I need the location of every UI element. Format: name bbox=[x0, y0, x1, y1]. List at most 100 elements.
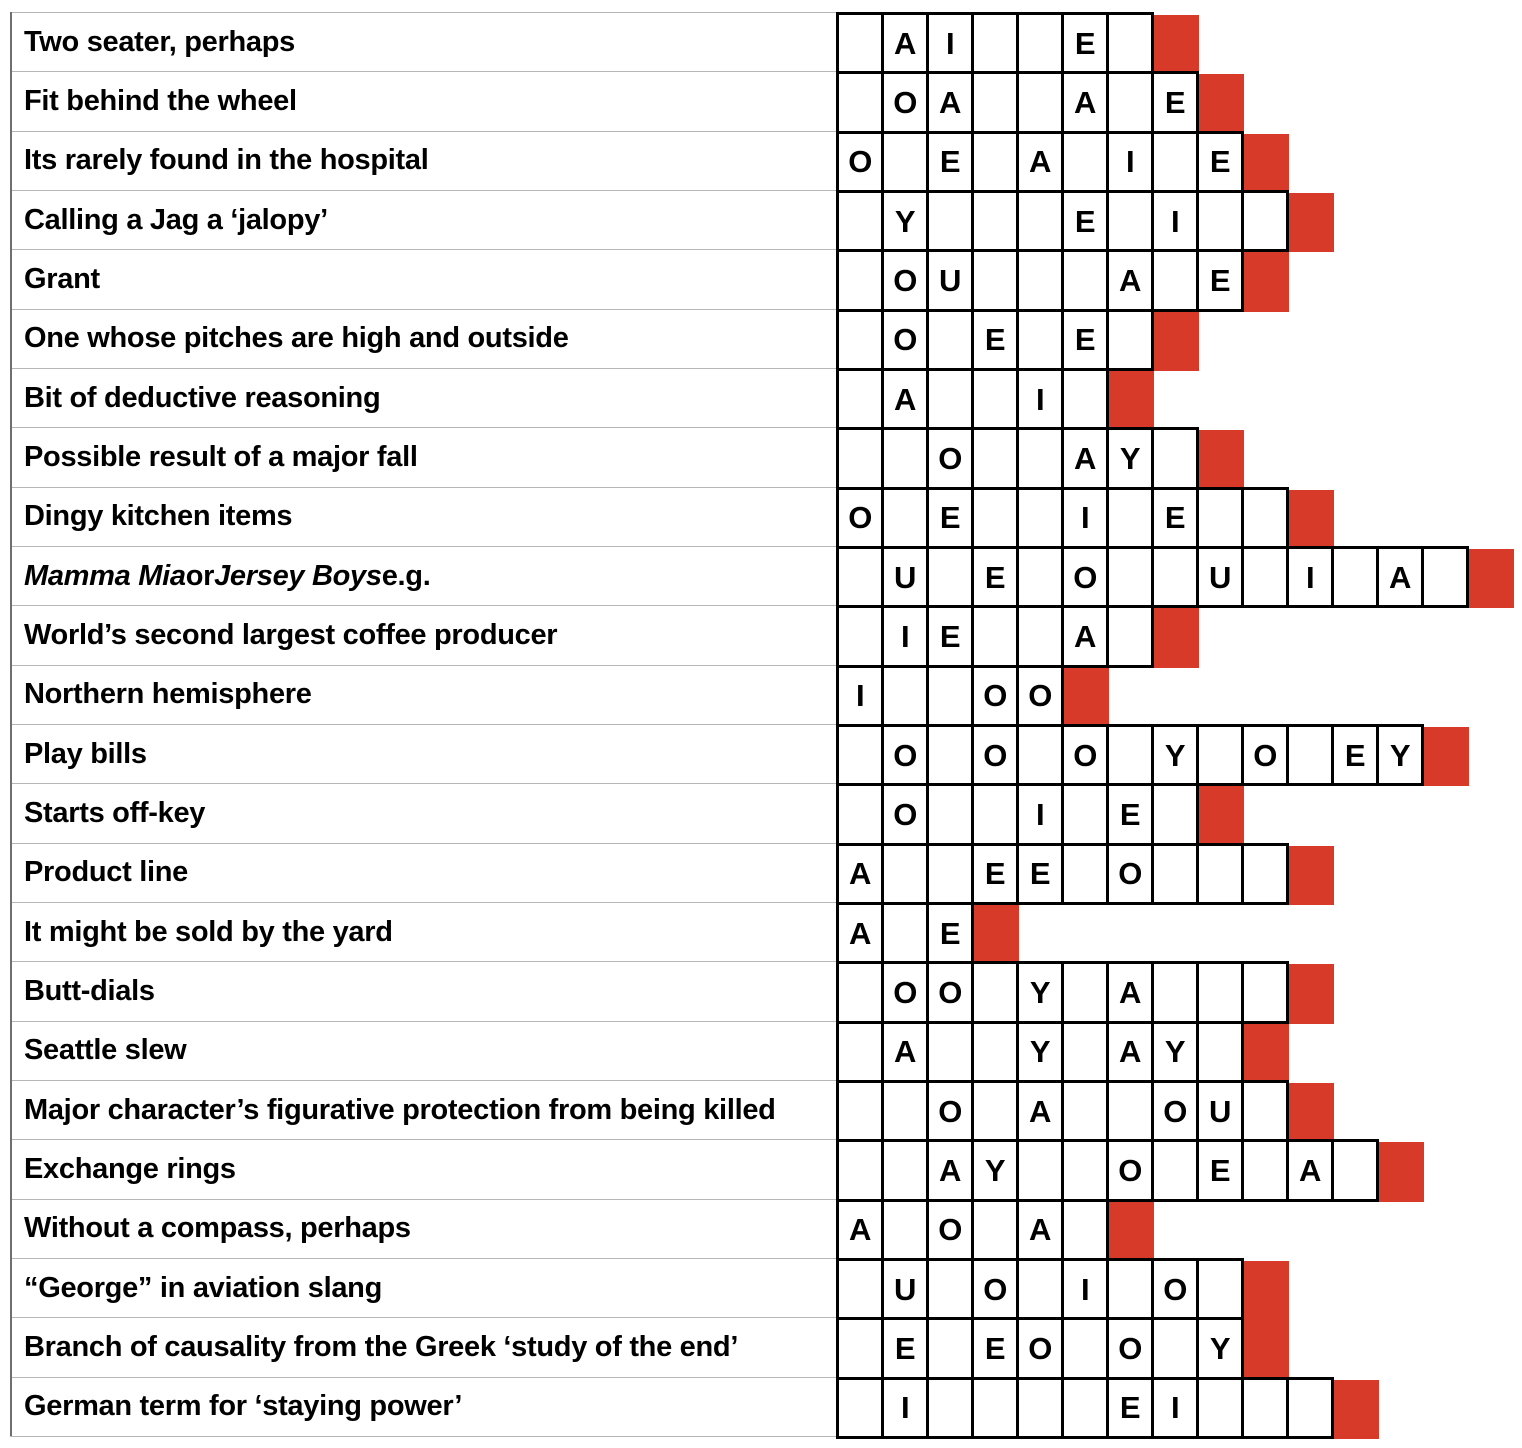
answer-cell[interactable]: I bbox=[1106, 130, 1154, 193]
answer-cell[interactable] bbox=[1016, 1376, 1064, 1439]
answer-cell[interactable] bbox=[1196, 1020, 1244, 1083]
answer-cell[interactable]: I bbox=[926, 12, 974, 75]
answer-cell[interactable] bbox=[926, 664, 974, 727]
answer-cell[interactable]: E bbox=[926, 130, 974, 193]
answer-cell[interactable] bbox=[1106, 486, 1154, 549]
answer-cell[interactable]: I bbox=[1061, 1257, 1109, 1321]
answer-cell[interactable] bbox=[836, 1079, 884, 1143]
answer-cell[interactable] bbox=[1061, 842, 1109, 905]
answer-cell[interactable]: A bbox=[1016, 130, 1064, 193]
answer-cell[interactable]: A bbox=[926, 71, 974, 134]
answer-cell[interactable] bbox=[971, 961, 1019, 1024]
answer-cell[interactable]: O bbox=[881, 249, 929, 312]
answer-cell[interactable] bbox=[1016, 723, 1064, 787]
answer-cell[interactable]: E bbox=[1196, 1139, 1244, 1202]
answer-cell[interactable]: A bbox=[1106, 961, 1154, 1024]
answer-cell[interactable] bbox=[836, 723, 884, 787]
answer-cell[interactable] bbox=[1151, 249, 1199, 312]
answer-cell[interactable]: I bbox=[1016, 367, 1064, 431]
answer-cell[interactable] bbox=[1151, 961, 1199, 1024]
answer-cell[interactable]: O bbox=[881, 961, 929, 1024]
answer-cell[interactable] bbox=[1421, 545, 1469, 609]
answer-cell[interactable] bbox=[1196, 723, 1244, 787]
answer-cell[interactable] bbox=[836, 12, 884, 75]
answer-cell[interactable]: A bbox=[881, 1020, 929, 1083]
answer-cell[interactable] bbox=[881, 664, 929, 727]
answer-cell[interactable] bbox=[1241, 1079, 1289, 1143]
answer-cell[interactable] bbox=[881, 1198, 929, 1261]
answer-cell[interactable]: I bbox=[881, 1376, 929, 1439]
answer-cell[interactable]: A bbox=[1016, 1079, 1064, 1143]
answer-cell[interactable]: A bbox=[1286, 1139, 1334, 1202]
answer-cell[interactable]: A bbox=[881, 12, 929, 75]
answer-cell[interactable] bbox=[1061, 1317, 1109, 1380]
answer-cell[interactable]: O bbox=[926, 1198, 974, 1261]
answer-cell[interactable]: E bbox=[971, 842, 1019, 905]
answer-cell[interactable] bbox=[1061, 961, 1109, 1024]
answer-cell[interactable] bbox=[1016, 1139, 1064, 1202]
answer-cell[interactable] bbox=[881, 486, 929, 549]
answer-cell[interactable]: E bbox=[1016, 842, 1064, 905]
answer-cell[interactable]: O bbox=[881, 723, 929, 787]
answer-cell[interactable] bbox=[926, 1020, 974, 1083]
answer-cell[interactable] bbox=[1241, 842, 1289, 905]
answer-cell[interactable]: O bbox=[836, 130, 884, 193]
answer-cell[interactable] bbox=[1196, 189, 1244, 253]
answer-cell[interactable]: O bbox=[926, 961, 974, 1024]
answer-cell[interactable] bbox=[1241, 1139, 1289, 1202]
answer-cell[interactable] bbox=[971, 1198, 1019, 1261]
answer-cell[interactable]: I bbox=[1151, 1376, 1199, 1439]
answer-cell[interactable]: Y bbox=[881, 189, 929, 253]
answer-cell[interactable] bbox=[1106, 1079, 1154, 1143]
answer-cell[interactable] bbox=[1196, 1376, 1244, 1439]
answer-cell[interactable]: O bbox=[1061, 545, 1109, 609]
answer-cell[interactable] bbox=[1061, 783, 1109, 846]
answer-cell[interactable]: A bbox=[836, 842, 884, 905]
answer-cell[interactable]: Y bbox=[1196, 1317, 1244, 1380]
answer-cell[interactable] bbox=[836, 1139, 884, 1202]
answer-cell[interactable]: Y bbox=[1151, 723, 1199, 787]
answer-cell[interactable]: O bbox=[881, 783, 929, 846]
answer-cell[interactable]: I bbox=[1061, 486, 1109, 549]
answer-cell[interactable] bbox=[926, 1317, 974, 1380]
answer-cell[interactable]: U bbox=[881, 545, 929, 609]
answer-cell[interactable] bbox=[926, 1376, 974, 1439]
answer-cell[interactable]: A bbox=[926, 1139, 974, 1202]
answer-cell[interactable]: Y bbox=[1016, 961, 1064, 1024]
answer-cell[interactable] bbox=[1061, 1020, 1109, 1083]
answer-cell[interactable] bbox=[836, 1317, 884, 1380]
answer-cell[interactable]: E bbox=[1061, 12, 1109, 75]
answer-cell[interactable] bbox=[836, 367, 884, 431]
answer-cell[interactable] bbox=[971, 249, 1019, 312]
answer-cell[interactable]: O bbox=[926, 1079, 974, 1143]
answer-cell[interactable]: O bbox=[1061, 723, 1109, 787]
answer-cell[interactable]: E bbox=[1331, 723, 1379, 787]
answer-cell[interactable]: O bbox=[881, 308, 929, 371]
answer-cell[interactable]: A bbox=[836, 901, 884, 965]
answer-cell[interactable]: U bbox=[1196, 1079, 1244, 1143]
answer-cell[interactable]: U bbox=[1196, 545, 1244, 609]
answer-cell[interactable] bbox=[1106, 605, 1154, 668]
answer-cell[interactable] bbox=[971, 1020, 1019, 1083]
answer-cell[interactable] bbox=[1196, 1257, 1244, 1321]
answer-cell[interactable] bbox=[1241, 961, 1289, 1024]
answer-cell[interactable]: Y bbox=[1106, 427, 1154, 490]
answer-cell[interactable] bbox=[1106, 12, 1154, 75]
answer-cell[interactable] bbox=[926, 723, 974, 787]
answer-cell[interactable] bbox=[1241, 1376, 1289, 1439]
answer-cell[interactable] bbox=[1286, 723, 1334, 787]
answer-cell[interactable] bbox=[1106, 723, 1154, 787]
answer-cell[interactable] bbox=[971, 1079, 1019, 1143]
answer-cell[interactable]: A bbox=[1061, 605, 1109, 668]
answer-cell[interactable] bbox=[1241, 189, 1289, 253]
answer-cell[interactable]: A bbox=[1106, 249, 1154, 312]
answer-cell[interactable]: E bbox=[926, 901, 974, 965]
answer-cell[interactable] bbox=[881, 1139, 929, 1202]
answer-cell[interactable] bbox=[1016, 545, 1064, 609]
answer-cell[interactable] bbox=[1331, 545, 1379, 609]
answer-cell[interactable] bbox=[881, 1079, 929, 1143]
answer-cell[interactable] bbox=[971, 189, 1019, 253]
answer-cell[interactable] bbox=[1151, 545, 1199, 609]
answer-cell[interactable] bbox=[1061, 130, 1109, 193]
answer-cell[interactable] bbox=[1016, 189, 1064, 253]
